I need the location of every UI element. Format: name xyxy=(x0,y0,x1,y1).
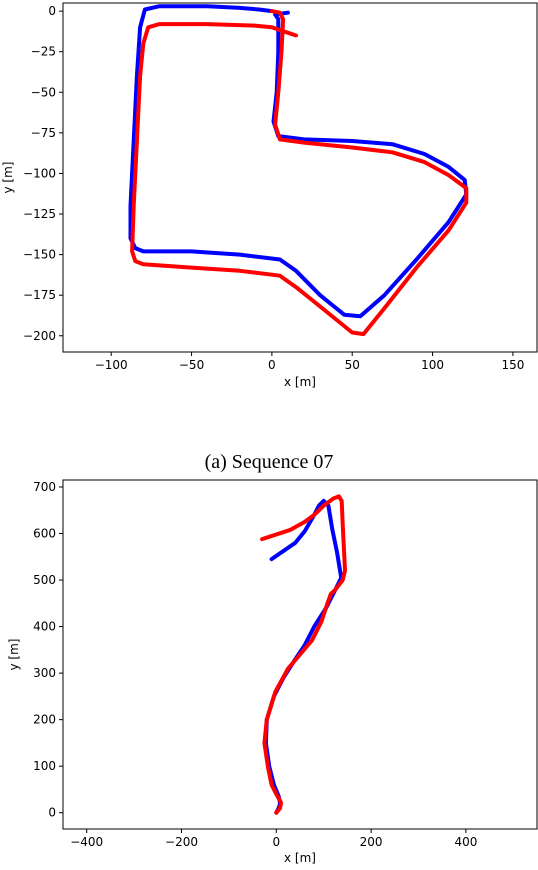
x-tick-label: 100 xyxy=(421,358,444,372)
y-axis-label: y [m] xyxy=(1,162,15,194)
x-tick-label: −200 xyxy=(165,835,198,849)
y-tick-label: −150 xyxy=(23,248,56,262)
x-tick-label: −400 xyxy=(70,835,103,849)
y-tick-label: −200 xyxy=(23,329,56,343)
figure-caption: (a) Sequence 07 xyxy=(205,451,334,473)
y-tick-label: 0 xyxy=(48,4,56,18)
chart-1: −100 −50 0 50 100 150 0 −25 −50 −75 −100 −125 −150 −1… xyxy=(1,2,538,473)
series-line-2 xyxy=(130,9,469,337)
y-tick-label: −100 xyxy=(23,166,56,180)
x-tick-label: 200 xyxy=(360,835,383,849)
y-tick-label: −175 xyxy=(23,288,56,302)
y-tick-label: 200 xyxy=(33,713,56,727)
y-tick-label: 400 xyxy=(33,620,56,634)
series-line-1 xyxy=(263,498,344,815)
y-tick-label: 700 xyxy=(33,480,56,494)
plot-frame xyxy=(62,2,538,353)
chart-2: −400 −200 0 200 400 0 100 200 300 400 500 600 700 x [… xyxy=(7,479,538,865)
x-axis-label: x [m] xyxy=(284,375,316,389)
x-tick-label: 50 xyxy=(345,358,360,372)
y-tick-label: −75 xyxy=(31,126,56,140)
x-tick-label: −50 xyxy=(179,358,204,372)
x-tick-label: 150 xyxy=(501,358,524,372)
x-axis-label: x [m] xyxy=(284,851,316,865)
y-tick-label: −125 xyxy=(23,207,56,221)
y-tick-label: 300 xyxy=(33,666,56,680)
x-tick-label: −100 xyxy=(95,358,128,372)
y-tick-label: −25 xyxy=(31,45,56,59)
series-line-2 xyxy=(260,494,347,815)
x-tick-label: 0 xyxy=(268,358,276,372)
x-tick-label: 400 xyxy=(454,835,477,849)
y-tick-label: 600 xyxy=(33,527,56,541)
y-axis-label: y [m] xyxy=(7,639,21,671)
x-tick-label: 0 xyxy=(272,835,280,849)
y-tick-label: 0 xyxy=(48,806,56,820)
y-tick-label: 100 xyxy=(33,759,56,773)
plot-frame xyxy=(62,479,538,830)
y-tick-label: −50 xyxy=(31,85,56,99)
y-tick-label: 500 xyxy=(33,573,56,587)
